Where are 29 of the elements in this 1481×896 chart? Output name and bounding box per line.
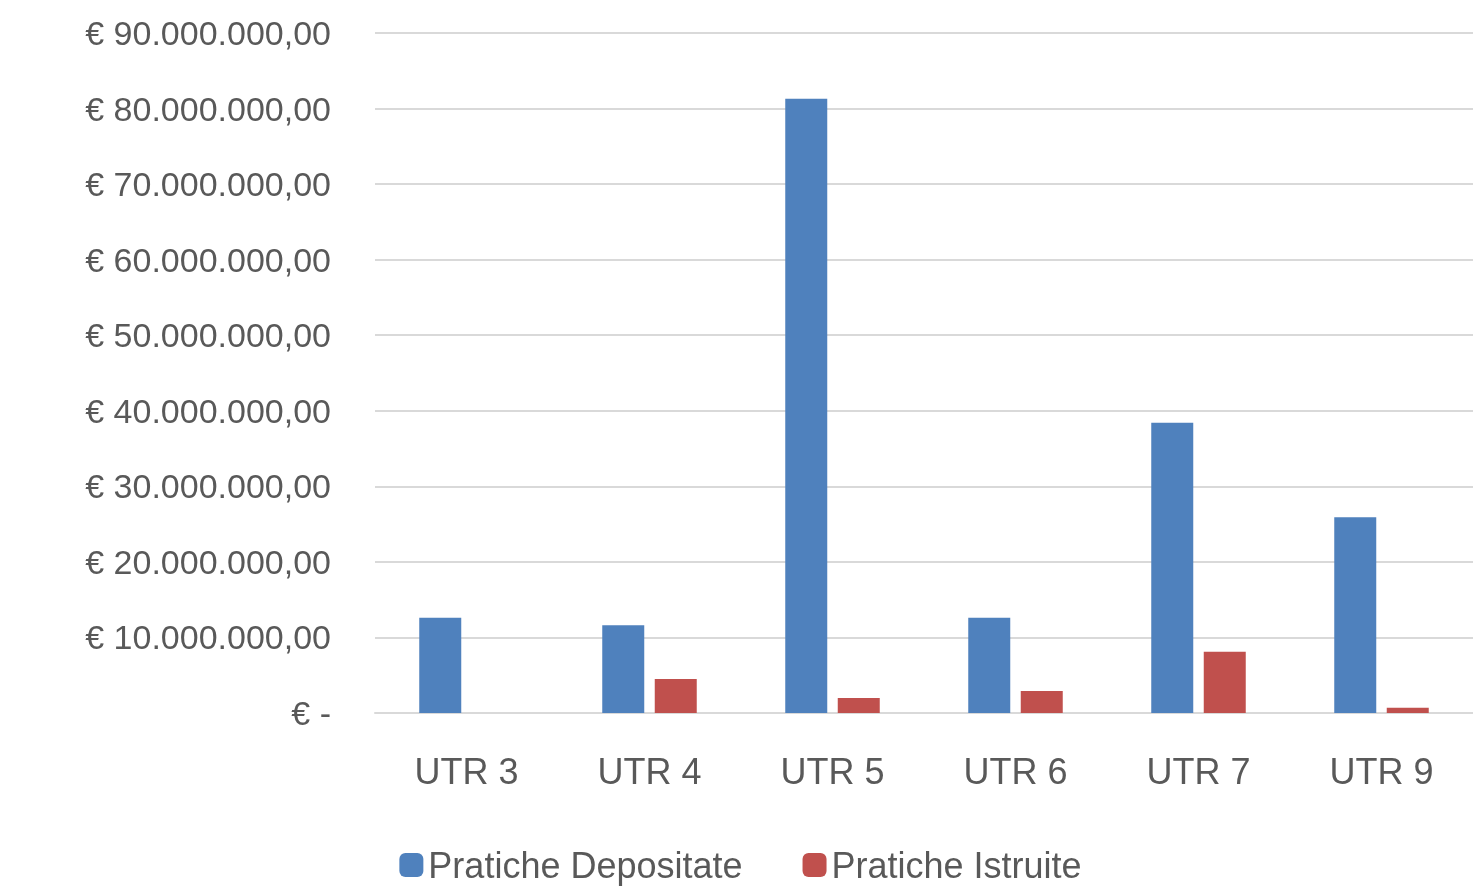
bar [1203,651,1246,713]
y-tick-label: € 30.000.000,00 [85,467,331,506]
y-tick-label: € 90.000.000,00 [85,14,331,52]
y-tick-label: € 80.000.000,00 [85,89,331,128]
y-tick-label: € 70.000.000,00 [85,165,331,204]
bar [968,617,1011,713]
y-tick-label: € 60.000.000,00 [85,240,331,279]
bar [602,625,645,713]
x-tick-label: UTR 3 [414,750,519,792]
bar [1151,422,1194,713]
bar [419,617,462,713]
y-tick-label: € 50.000.000,00 [85,316,331,355]
x-tick-label: UTR 9 [1329,750,1434,792]
bar [654,679,697,713]
bar [1334,517,1377,713]
bar [837,697,880,713]
bar [785,98,828,713]
y-tick-label: € 40.000.000,00 [85,391,331,430]
bar [1020,691,1063,713]
y-tick-label: € 20.000.000,00 [85,542,331,581]
legend-label: Pratiche Istruite [831,844,1082,886]
y-tick-label: € - [291,694,331,732]
x-tick-label: UTR 7 [1146,750,1251,792]
legend-label: Pratiche Depositate [428,844,743,886]
x-tick-label: UTR 4 [597,750,702,792]
bar [1386,707,1429,713]
x-tick-label: UTR 5 [780,750,885,792]
y-tick-label: € 10.000.000,00 [85,618,331,657]
x-tick-label: UTR 6 [963,750,1068,792]
